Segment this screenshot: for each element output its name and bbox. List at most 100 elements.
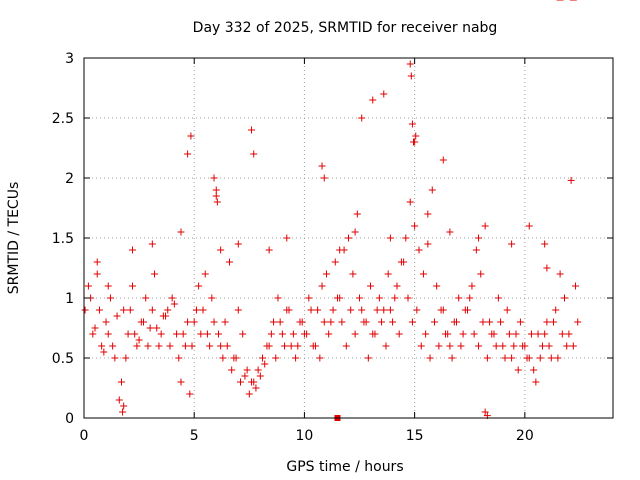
data-point: [567, 176, 575, 184]
data-point: [325, 330, 333, 338]
data-point: [292, 354, 300, 362]
data-point: [102, 318, 110, 326]
data-point: [466, 294, 474, 302]
data-point: [241, 372, 249, 380]
data-point: [188, 342, 196, 350]
data-point: [256, 372, 264, 380]
data-point: [263, 342, 271, 350]
data-point: [408, 120, 416, 128]
y-tick-label: 0: [65, 411, 74, 427]
data-point: [153, 324, 161, 332]
data-point: [239, 330, 247, 338]
data-point: [117, 378, 125, 386]
data-point: [221, 318, 229, 326]
data-point: [175, 354, 183, 362]
data-point: [430, 318, 438, 326]
data-point: [144, 342, 152, 350]
data-point: [543, 264, 551, 272]
y-tick-label: 1.5: [52, 231, 74, 247]
data-point: [439, 306, 447, 314]
data-point: [543, 318, 551, 326]
data-point: [106, 294, 114, 302]
data-point: [369, 330, 377, 338]
data-point: [84, 282, 92, 290]
data-point: [389, 318, 397, 326]
data-point: [532, 378, 540, 386]
data-point: [508, 354, 516, 362]
data-point: [446, 342, 454, 350]
y-axis-label: SRMTID / TECUs: [6, 182, 22, 295]
x-tick-label: 15: [406, 428, 424, 444]
data-point: [411, 222, 419, 230]
data-point: [417, 342, 425, 350]
data-point: [424, 240, 432, 248]
data-point: [554, 354, 562, 362]
data-point: [195, 282, 203, 290]
data-point: [91, 324, 99, 332]
data-point: [516, 318, 524, 326]
data-point: [530, 366, 538, 374]
data-point: [113, 312, 121, 320]
data-point: [499, 342, 507, 350]
data-point: [133, 342, 141, 350]
data-point: [303, 330, 311, 338]
data-point: [412, 132, 420, 140]
data-point: [538, 342, 546, 350]
data-point: [481, 408, 489, 416]
data-point: [146, 324, 154, 332]
data-point: [411, 138, 419, 146]
data-point: [157, 330, 165, 338]
data-point: [353, 210, 361, 218]
data-point: [177, 228, 185, 236]
axis-ticks: 0 5 10 15 20 0 0.5 1 1.5 2 2.5 3: [52, 51, 613, 444]
data-point: [120, 306, 128, 314]
data-point: [124, 330, 132, 338]
data-point: [572, 282, 580, 290]
data-point: [151, 270, 159, 278]
data-point: [391, 294, 399, 302]
x-axis-label: GPS time / hours: [286, 459, 403, 475]
data-point: [519, 342, 527, 350]
data-point: [386, 306, 394, 314]
data-point: [459, 330, 467, 338]
data-point: [170, 300, 178, 308]
data-point: [173, 330, 181, 338]
data-point: [488, 330, 496, 338]
data-point: [406, 60, 414, 68]
data-point: [369, 96, 377, 104]
data-point: [320, 174, 328, 182]
data-point: [541, 240, 549, 248]
data-point: [148, 306, 156, 314]
data-point: [213, 198, 221, 206]
y-tick-label: 2: [65, 171, 74, 187]
data-point: [360, 318, 368, 326]
data-point: [525, 222, 533, 230]
data-point: [228, 366, 236, 374]
data-point: [356, 294, 364, 302]
data-point: [453, 318, 461, 326]
data-point: [523, 354, 531, 362]
data-point: [212, 186, 220, 194]
data-point: [439, 156, 447, 164]
data-point: [272, 354, 280, 362]
data-point: [217, 342, 225, 350]
data-point: [223, 342, 231, 350]
data-point: [378, 318, 386, 326]
data-point: [89, 330, 97, 338]
data-point: [424, 210, 432, 218]
data-point: [527, 330, 535, 338]
data-point: [232, 354, 240, 362]
data-point: [351, 228, 359, 236]
data-point: [508, 240, 516, 248]
data-point: [140, 318, 148, 326]
data-point: [128, 282, 136, 290]
data-point: [184, 318, 192, 326]
data-point: [386, 234, 394, 242]
data-point: [119, 408, 127, 416]
data-point: [367, 282, 375, 290]
data-point: [406, 198, 414, 206]
data-point: [120, 402, 128, 410]
data-point: [267, 330, 275, 338]
data-point: [373, 306, 381, 314]
data-point: [457, 342, 465, 350]
